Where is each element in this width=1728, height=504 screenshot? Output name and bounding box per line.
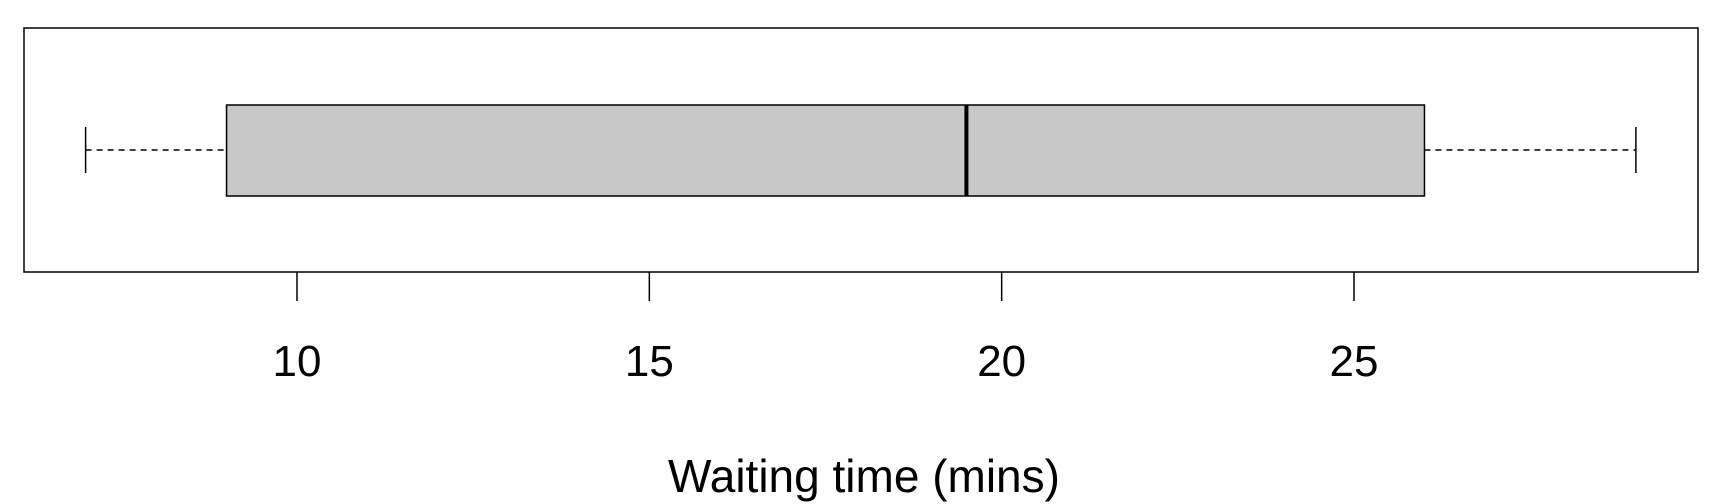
box-plot xyxy=(84,104,1637,197)
plot-frame xyxy=(23,27,1699,273)
x-tick-label: 20 xyxy=(977,337,1026,386)
x-tick-label: 10 xyxy=(273,337,322,386)
x-tick-label: 15 xyxy=(625,337,674,386)
interquartile-box xyxy=(225,104,1426,197)
x-axis-title: Waiting time (mins) xyxy=(668,450,1060,502)
x-axis: 10 15 20 25 xyxy=(273,272,1379,386)
x-tick-label: 25 xyxy=(1330,337,1379,386)
